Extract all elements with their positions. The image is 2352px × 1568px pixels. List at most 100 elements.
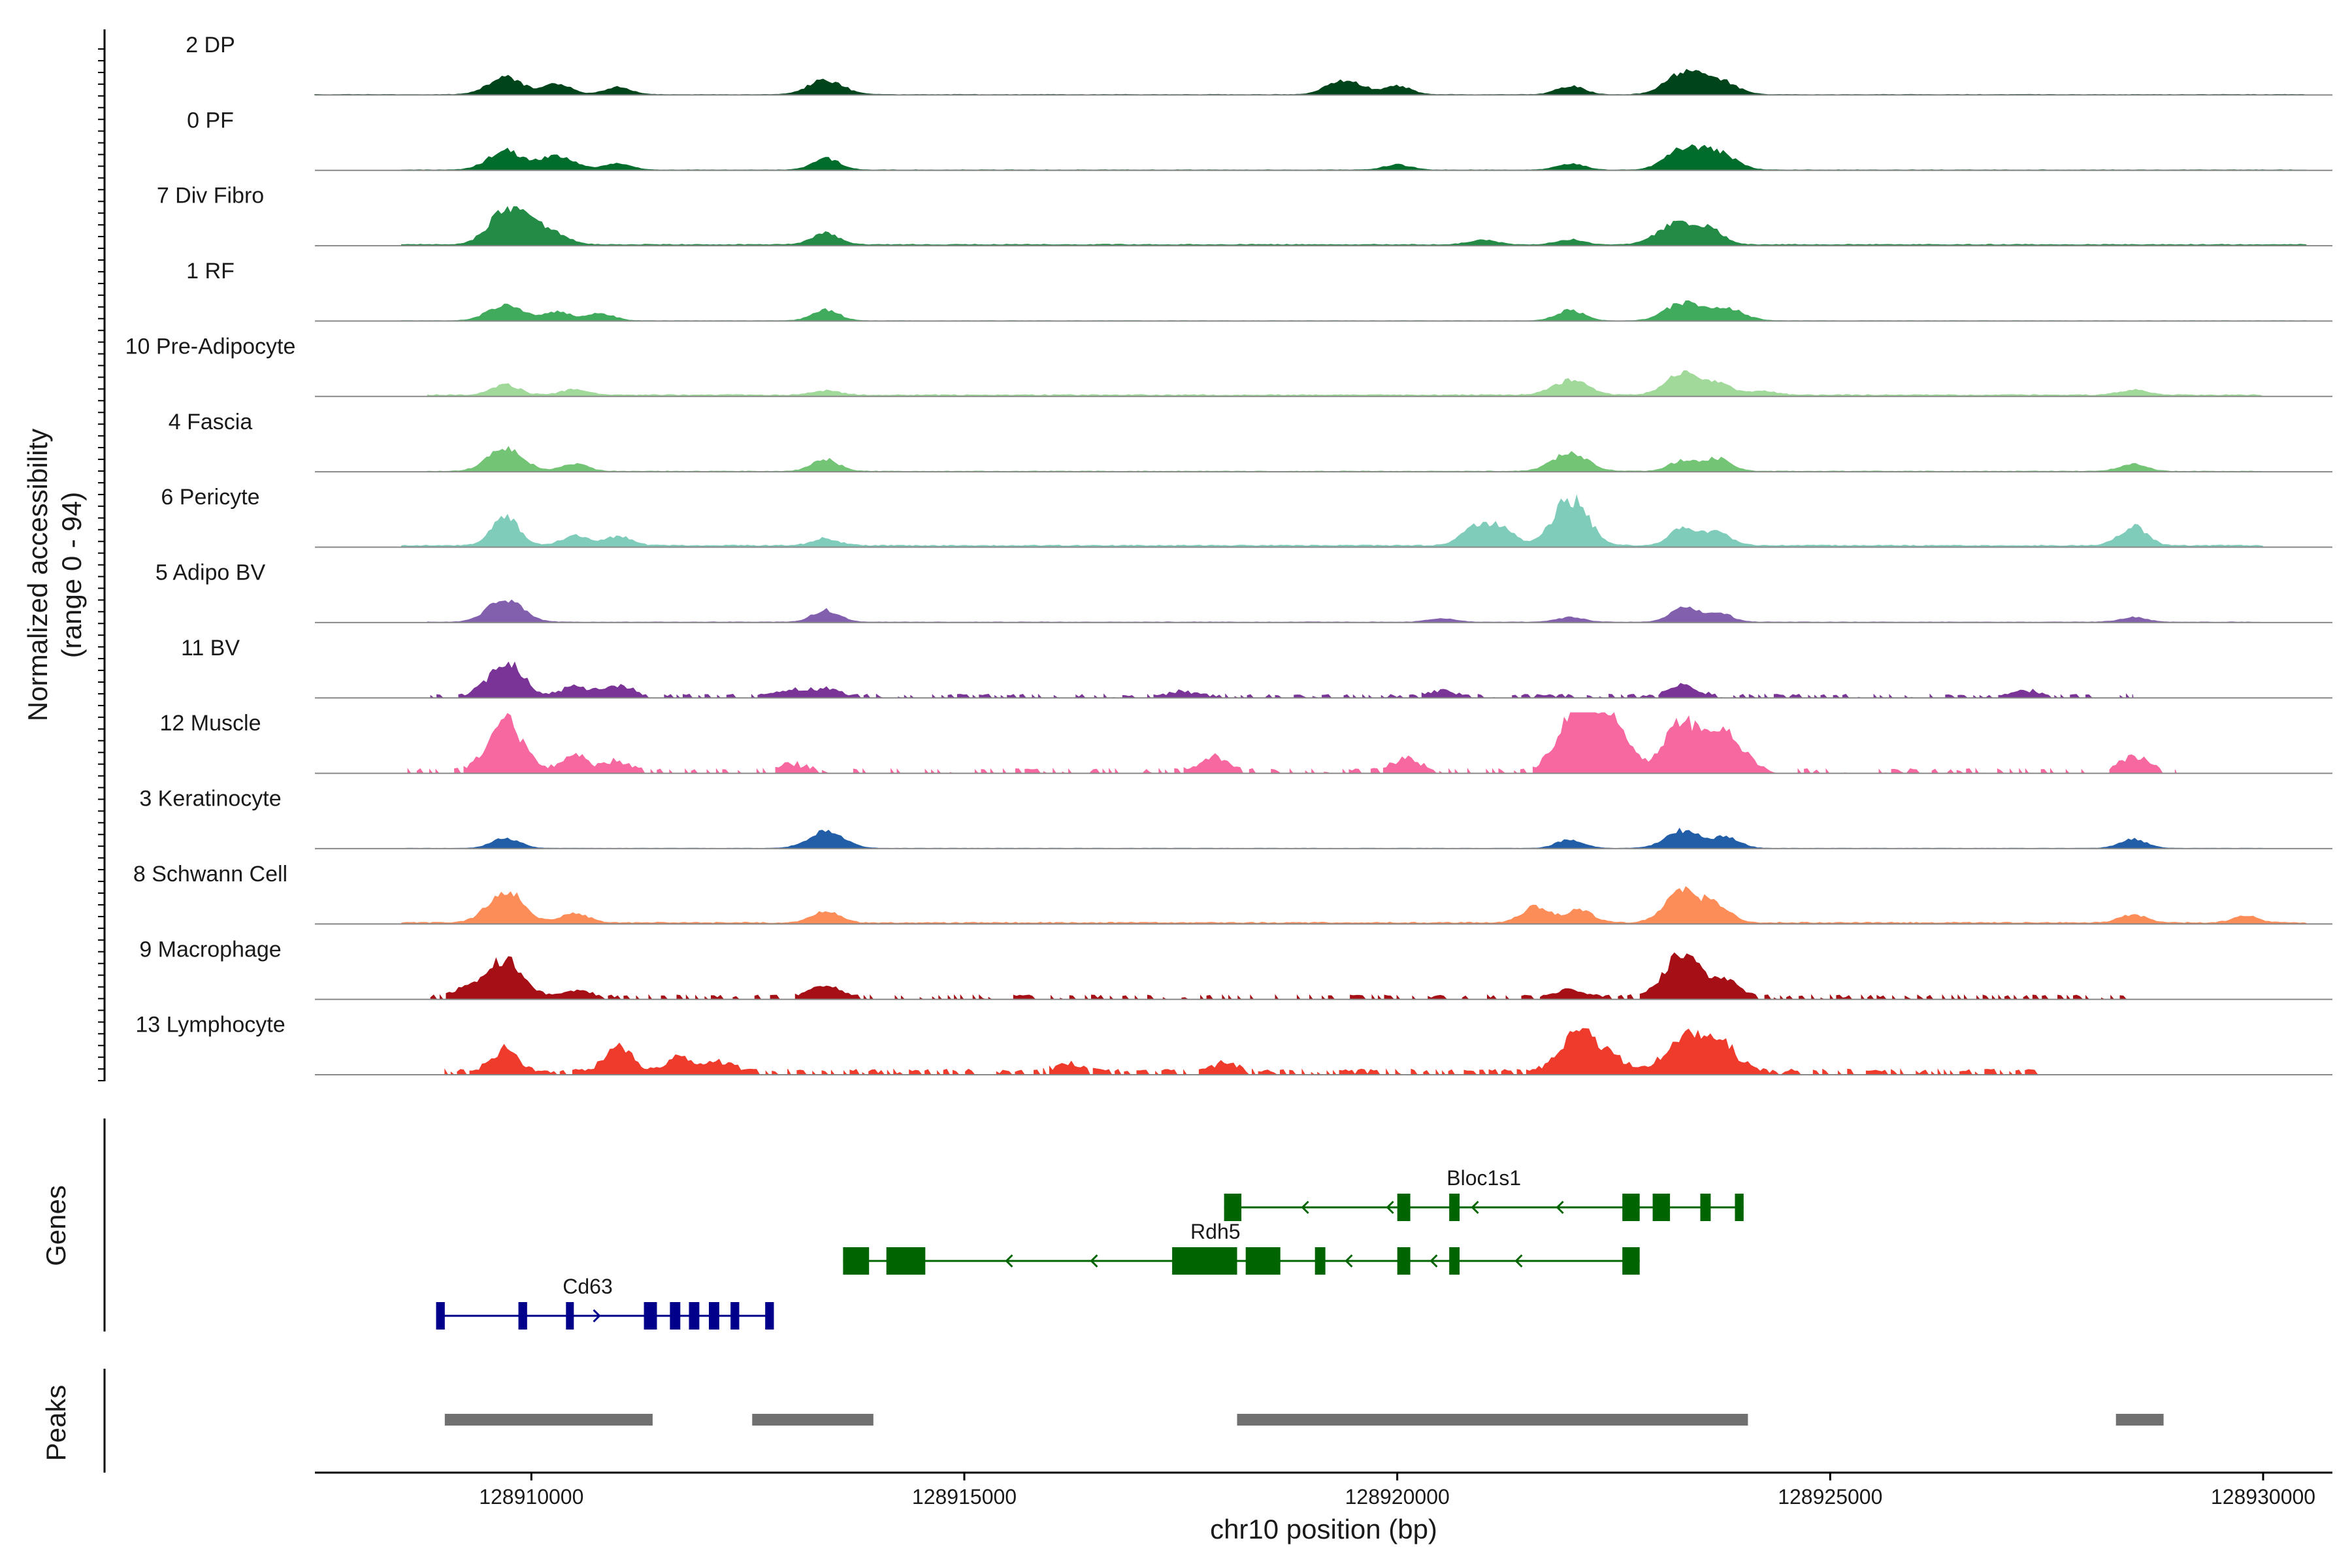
track-label: 9 Macrophage <box>139 937 281 962</box>
strand-arrow <box>1556 1200 1564 1215</box>
peak-region <box>2115 1414 2164 1426</box>
gene-label: Rdh5 <box>1190 1220 1241 1243</box>
x-axis: 128910000 128915000 128920000 128925000 1289… <box>315 1471 2332 1509</box>
strand-arrow <box>1090 1254 1098 1268</box>
track-label: 11 BV <box>181 636 240 661</box>
gene-exon <box>436 1302 445 1330</box>
gene-exon <box>670 1302 681 1330</box>
coverage-area <box>401 494 2264 547</box>
coverage-area <box>430 661 2134 698</box>
coverage-area <box>427 370 2264 397</box>
peak-region <box>1237 1414 1748 1426</box>
strand-arrow <box>1386 1200 1394 1215</box>
y-axis-label-line2: (range 0 - 94) <box>56 492 87 658</box>
track-2-dp: 2 DP <box>186 33 2332 96</box>
track-11-bv: 11 BV <box>181 636 2332 699</box>
coverage-area <box>401 144 2308 171</box>
peak-region <box>752 1414 874 1426</box>
track-13-lymphocyte: 13 Lymphocyte <box>135 1013 2332 1075</box>
track-label: 4 Fascia <box>169 410 253 434</box>
track-label: 2 DP <box>186 33 235 57</box>
coverage-area <box>401 206 2307 246</box>
gene-exon <box>1735 1194 1744 1221</box>
gene-label: Cd63 <box>563 1275 613 1298</box>
coverage-tracks: 2 DP 0 PF 7 Div Fibro 1 RF 10 Pre-Adipocyte 4… <box>98 29 2332 1082</box>
peaks-panel-label: Peaks <box>41 1385 71 1462</box>
track-label: 12 Muscle <box>160 711 261 736</box>
gene-exon <box>1652 1194 1671 1221</box>
gene-annotation-panel: Bloc1s1 Rdh5 Cd63 <box>103 1119 1744 1331</box>
gene-exon <box>518 1302 527 1330</box>
gene-exon <box>1172 1247 1237 1275</box>
x-tick-label: 128915000 <box>912 1485 1017 1509</box>
gene-exon <box>1449 1194 1460 1221</box>
gene-exon <box>1245 1247 1281 1275</box>
gene-exon <box>1622 1194 1640 1221</box>
track-label: 7 Div Fibro <box>157 184 264 208</box>
track-label: 3 Keratinocyte <box>139 787 281 811</box>
track-label: 13 Lymphocyte <box>135 1013 285 1037</box>
strand-arrow <box>1514 1254 1523 1268</box>
track-label: 6 Pericyte <box>161 485 259 510</box>
gene-exon <box>709 1302 719 1330</box>
strand-arrow <box>1345 1254 1353 1268</box>
gene-exon <box>1397 1247 1411 1275</box>
strand-arrow <box>1301 1200 1309 1215</box>
track-label: 1 RF <box>186 259 235 284</box>
x-tick-label: 128920000 <box>1345 1485 1450 1509</box>
track-7-div-fibro: 7 Div Fibro <box>157 184 2332 247</box>
gene-label: Bloc1s1 <box>1446 1166 1521 1190</box>
track-label: 8 Schwann Cell <box>133 862 287 887</box>
coverage-area <box>401 886 2307 924</box>
y-axis-ticks <box>98 48 105 1082</box>
coverage-area <box>427 446 2264 472</box>
gene-exon <box>1449 1247 1460 1275</box>
peak-region <box>444 1414 653 1426</box>
coverage-area <box>444 1028 2038 1075</box>
x-tick-label: 128930000 <box>2211 1485 2315 1509</box>
gene-exon <box>1224 1194 1242 1221</box>
coverage-area <box>401 300 2308 321</box>
track-5-adipo-bv: 5 Adipo BV <box>155 561 2332 623</box>
track-0-pf: 0 PF <box>187 108 2332 171</box>
gene-exon <box>765 1302 774 1330</box>
track-label: 10 Pre-Adipocyte <box>125 334 296 359</box>
track-9-macrophage: 9 Macrophage <box>139 937 2332 1000</box>
track-4-fascia: 4 Fascia <box>169 410 2332 473</box>
track-1-rf: 1 RF <box>186 259 2332 322</box>
strand-arrow <box>1471 1200 1479 1215</box>
coverage-area <box>401 827 2264 849</box>
gene-exon <box>689 1302 700 1330</box>
gene-cd63: Cd63 <box>436 1275 774 1330</box>
track-12-muscle: 12 Muscle <box>160 711 2332 774</box>
gene-bloc1s1: Bloc1s1 <box>1224 1166 1744 1221</box>
gene-rdh5: Rdh5 <box>843 1220 1640 1275</box>
peaks-panel <box>103 1369 2164 1473</box>
genes-panel-label: Genes <box>41 1185 71 1266</box>
strand-arrow <box>1429 1254 1438 1268</box>
gene-exon <box>566 1302 574 1330</box>
gene-exon <box>644 1302 657 1330</box>
track-10-pre-adipocyte: 10 Pre-Adipocyte <box>125 334 2332 397</box>
gene-exon <box>1397 1194 1411 1221</box>
track-label: 0 PF <box>187 108 234 133</box>
coverage-area <box>407 711 2178 774</box>
coverage-area <box>427 599 2264 623</box>
track-3-keratinocyte: 3 Keratinocyte <box>139 787 2332 849</box>
x-tick-label: 128925000 <box>1778 1485 1882 1509</box>
track-8-schwann-cell: 8 Schwann Cell <box>133 862 2332 925</box>
strand-arrow <box>593 1309 601 1323</box>
gene-exon <box>1700 1194 1711 1221</box>
gene-exon <box>730 1302 740 1330</box>
gene-exon <box>843 1247 870 1275</box>
y-axis-label-line1: Normalized accessibility <box>22 429 53 721</box>
coverage-area <box>430 952 2127 1000</box>
x-tick-label: 128910000 <box>479 1485 583 1509</box>
gene-exon <box>1315 1247 1326 1275</box>
x-axis-title: chr10 position (bp) <box>1210 1514 1437 1544</box>
strand-arrow <box>1005 1254 1013 1268</box>
track-label: 5 Adipo BV <box>155 561 266 585</box>
gene-exon <box>1622 1247 1640 1275</box>
track-6-pericyte: 6 Pericyte <box>161 485 2332 548</box>
